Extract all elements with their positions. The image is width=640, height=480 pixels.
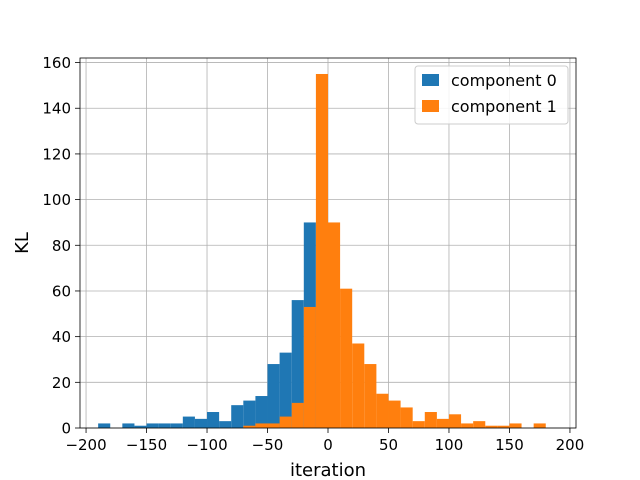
legend-label-component-0: component 0 bbox=[451, 71, 557, 90]
histogram-bar-component-0 bbox=[170, 423, 183, 428]
histogram-bar-component-1 bbox=[473, 421, 486, 428]
y-tick-label: 160 bbox=[42, 54, 71, 72]
y-tick-label: 140 bbox=[42, 100, 71, 118]
legend: component 0 component 1 bbox=[414, 65, 569, 125]
histogram-bar-component-1 bbox=[303, 306, 316, 428]
histogram-bar-component-1 bbox=[400, 407, 413, 428]
histogram-bar-component-0 bbox=[134, 425, 147, 428]
histogram-bar-component-1 bbox=[243, 425, 256, 428]
histogram-bar-component-1 bbox=[424, 412, 437, 428]
histogram-bar-component-1 bbox=[509, 423, 522, 428]
y-tick-label: 20 bbox=[52, 374, 71, 392]
histogram-bar-component-1 bbox=[255, 423, 268, 428]
histogram-bar-component-1 bbox=[533, 423, 546, 428]
x-tick-label: 150 bbox=[495, 436, 524, 454]
x-tick-label: 100 bbox=[435, 436, 464, 454]
histogram-bar-component-1 bbox=[328, 222, 341, 428]
histogram-bar-component-0 bbox=[231, 405, 244, 428]
histogram-bar-component-1 bbox=[267, 423, 280, 428]
histogram-bar-component-0 bbox=[243, 400, 256, 428]
y-axis-label: KL bbox=[12, 232, 33, 254]
histogram-bar-component-0 bbox=[255, 396, 268, 428]
series-component-1 bbox=[243, 73, 546, 428]
histogram-bar-component-1 bbox=[340, 288, 353, 428]
histogram-bar-component-0 bbox=[182, 416, 195, 428]
legend-swatch-component-1 bbox=[422, 100, 439, 112]
legend-swatch-component-0 bbox=[422, 74, 439, 86]
y-tick-label: 120 bbox=[42, 145, 71, 163]
x-tick-label: 50 bbox=[379, 436, 398, 454]
histogram-bar-component-0 bbox=[122, 423, 135, 428]
axis-ticks: −200 −150 −100 −50 0 50 100 150 200 0 20 40 60 80 100 1… bbox=[42, 54, 584, 454]
histogram-bar-component-0 bbox=[158, 423, 171, 428]
histogram-bar-component-1 bbox=[352, 343, 365, 428]
x-tick-label: −150 bbox=[126, 436, 167, 454]
histogram-bar-component-1 bbox=[485, 425, 498, 428]
histogram-bar-component-1 bbox=[291, 402, 304, 428]
y-tick-label: 100 bbox=[42, 191, 71, 209]
legend-label-component-1: component 1 bbox=[451, 97, 557, 116]
histogram-bar-component-1 bbox=[364, 364, 377, 428]
histogram-bar-component-1 bbox=[436, 418, 449, 428]
histogram-bar-component-1 bbox=[497, 425, 510, 428]
y-tick-label: 60 bbox=[52, 282, 71, 300]
histogram-bar-component-1 bbox=[388, 400, 401, 428]
histogram-bar-component-1 bbox=[461, 423, 474, 428]
histogram-bar-component-0 bbox=[291, 300, 304, 428]
legend-box bbox=[414, 65, 569, 125]
x-tick-label: −50 bbox=[252, 436, 284, 454]
histogram-bar-component-0 bbox=[98, 423, 111, 428]
y-tick-label: 40 bbox=[52, 328, 71, 346]
histogram-bar-component-0 bbox=[207, 412, 220, 428]
histogram-bar-component-1 bbox=[412, 421, 425, 428]
histogram-bar-component-1 bbox=[376, 393, 389, 428]
x-tick-label: −100 bbox=[186, 436, 227, 454]
x-tick-label: 0 bbox=[323, 436, 333, 454]
histogram-bar-component-1 bbox=[315, 73, 328, 428]
histogram-bar-component-0 bbox=[146, 423, 159, 428]
histogram-bar-component-0 bbox=[219, 421, 232, 428]
histogram-bar-component-0 bbox=[194, 418, 208, 428]
histogram-bar-component-1 bbox=[279, 416, 292, 428]
histogram-bar-component-1 bbox=[448, 414, 462, 428]
x-tick-label: −200 bbox=[65, 436, 106, 454]
y-tick-label: 0 bbox=[61, 420, 71, 438]
x-axis-label: iteration bbox=[290, 460, 366, 480]
histogram-bars bbox=[98, 73, 546, 428]
histogram-bar-component-0 bbox=[279, 352, 292, 428]
histogram-bar-component-0 bbox=[267, 364, 280, 428]
y-tick-label: 80 bbox=[52, 237, 71, 255]
x-tick-label: 200 bbox=[556, 436, 585, 454]
